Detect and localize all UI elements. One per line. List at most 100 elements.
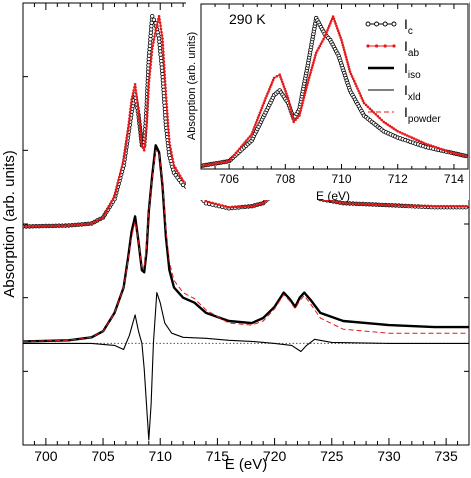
inset-series-iab-marker [305,86,308,89]
main-series-iab-marker [404,204,407,207]
main-series-iab-marker [387,203,391,207]
main-series-ixld-line [23,292,469,441]
main-series-iab-marker [407,204,410,207]
inset-y-axis-label: Absorption (arb. units) [186,32,198,140]
inset-series-iab-marker [437,146,440,150]
inset-series-iab-marker [410,136,414,139]
main-series-iab-marker [128,117,131,120]
main-series-iab-marker [125,136,129,139]
inset-series-iab-marker [343,50,347,54]
inset-series-iab-marker [299,109,303,112]
inset-series-iab-marker [390,125,394,129]
inset-series-iab-marker [316,49,319,52]
main-series-iab-marker [264,199,267,202]
inset-series-iab-marker [422,141,425,145]
main-series-iab-marker [445,204,449,208]
main-series-iab-marker [153,32,157,35]
inset-series-iab-marker [455,152,458,156]
inset-series-iab-marker [338,34,342,37]
inset-series-iab-marker [355,84,358,88]
main-series-iab-marker [410,204,414,207]
main-series-iab-marker [397,204,401,207]
main-series-iab-marker [161,37,164,40]
inset-series-iab-marker [366,105,370,109]
inset-series-iab-marker [344,53,347,56]
inset-series-iab-marker [349,72,353,76]
inset-series-iab-marker [318,44,322,48]
main-series-iab-marker [464,204,468,208]
inset-series-iab-marker [394,128,398,132]
inset-series-iab-marker [380,118,384,122]
legend-label-main: I [404,38,408,54]
main-series-iab-marker [400,204,404,207]
main-series-iab-marker [144,126,148,130]
inset-series-iab-marker [336,29,340,32]
main-series-iab-marker [110,200,113,203]
main-series-iab-marker [163,76,167,80]
inset-series-iab-marker [310,68,313,72]
inset-series-iab-marker [267,90,270,93]
inset-series-iab-marker [372,111,376,114]
main-series-iab-marker [108,202,112,206]
main-series-iab-marker [54,224,57,228]
legend-label-main: I [404,60,408,76]
inset-series-iab-marker [321,40,324,43]
main-series-iab-marker [171,157,174,161]
inset-series-iab-marker [272,76,276,80]
inset-series-iab-marker [329,22,332,25]
inset-series-iab-marker [447,150,451,153]
inset-series-iab-marker [353,79,356,83]
main-series-iab-marker [64,224,67,227]
main-series-iab-marker [145,123,148,127]
main-series-iab-marker [87,222,90,226]
main-series-iab-marker [90,222,93,225]
inset-series-iab-marker [257,113,261,117]
main-series-iab-marker [126,133,129,136]
main-series-iab-marker [144,130,148,133]
main-series-iab-marker [165,102,168,106]
inset-series-iab-marker [357,89,360,93]
main-series-iab-marker [335,200,339,204]
main-series-iab-marker [57,224,61,227]
main-series-iab-marker [122,155,126,159]
main-series-iab-marker [259,202,262,206]
inset-series-iab-marker [376,114,380,118]
main-series-iab-marker [120,165,124,169]
inset-series-iab-marker [215,162,218,165]
inset-series-iab-marker [464,154,468,158]
inset-series-iab-marker [325,31,328,34]
inset-series-iab-marker [334,22,337,25]
main-series-iab-marker [159,24,162,28]
main-series-iab-marker [150,53,153,57]
main-series-iab-marker [261,201,265,205]
inset-series-iab-marker [401,132,404,135]
main-series-iab-marker [145,114,149,117]
main-series-iab-marker [150,47,154,50]
main-series-iab-marker [253,204,256,207]
inset-series-iab-marker [354,82,357,85]
inset-series-iab-marker [225,160,228,163]
main-series-iab-marker [136,104,139,107]
main-series-iab-marker [227,205,231,209]
main-series-iab-marker [458,204,461,208]
inset-series-iab-marker [351,77,355,81]
main-series-iab-marker [130,101,133,104]
inset-series-iab-marker [209,162,213,166]
main-series-iab-marker [140,144,144,147]
inset-series-iab-marker [243,141,246,144]
main-series-iab-marker [114,188,118,191]
main-series-iab-marker [116,181,120,185]
main-series-iab-marker [155,26,158,29]
main-series-iab-marker [442,204,446,208]
inset-series-iab-marker [296,116,299,119]
inset-series-iab-marker [419,140,423,144]
main-series-iab-marker [455,204,458,208]
main-series-iab-marker [144,133,147,136]
legend-marker-c [382,21,388,27]
main-series-iab-marker [390,204,394,207]
main-series-iab-marker [147,92,150,95]
main-series-iab-marker [118,175,121,178]
inset-plot: 706 708 710 712 714 290 K E (eV) Absorption … [186,2,469,203]
main-series-iab-marker [134,86,137,89]
